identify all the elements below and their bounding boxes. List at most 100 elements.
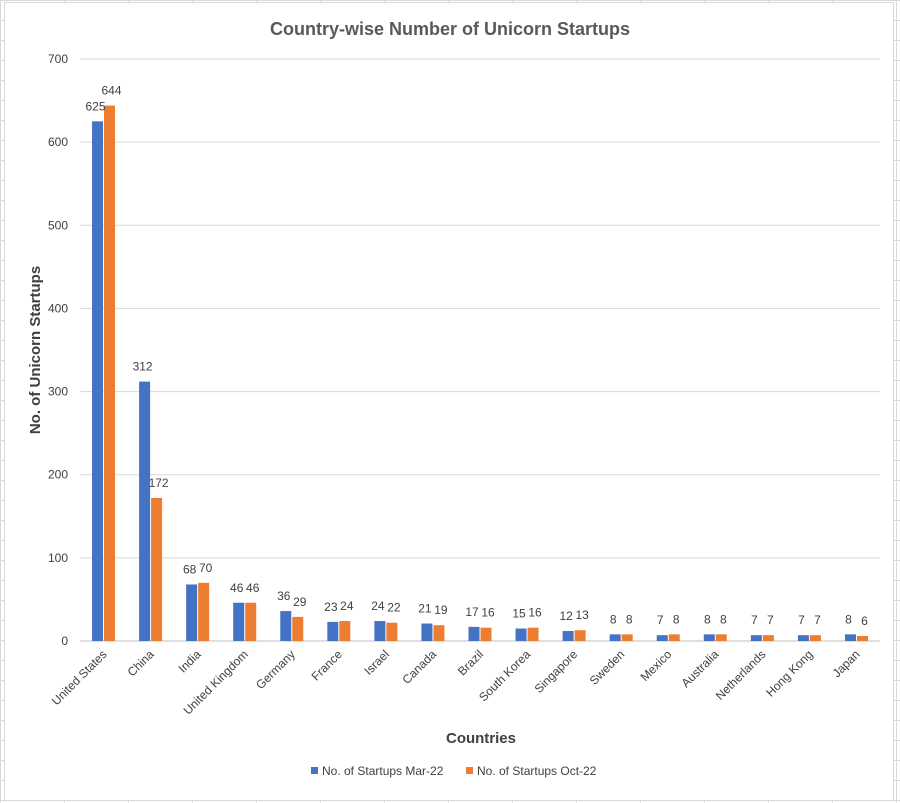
- data-label: 22: [387, 601, 401, 615]
- bars: [92, 105, 868, 642]
- data-label: 13: [575, 608, 589, 622]
- x-tick-label: United States: [49, 647, 110, 708]
- y-tick-label: 200: [48, 468, 68, 482]
- legend-label: No. of Startups Mar-22: [322, 764, 444, 778]
- data-label: 29: [293, 595, 307, 609]
- data-label: 8: [720, 612, 727, 626]
- bar-oct22: [198, 582, 210, 641]
- bar-oct22: [715, 634, 727, 641]
- data-label: 70: [199, 561, 213, 575]
- data-label: 24: [340, 599, 354, 613]
- legend-label: No. of Startups Oct-22: [477, 764, 597, 778]
- data-label: 46: [230, 581, 244, 595]
- y-axis-title: No. of Unicorn Startups: [27, 266, 44, 434]
- bar-oct22: [809, 635, 821, 641]
- data-label: 21: [418, 602, 432, 616]
- bar-oct22: [527, 627, 539, 641]
- bar-mar22: [468, 626, 480, 641]
- data-label: 8: [704, 612, 711, 626]
- gridlines: [80, 58, 880, 642]
- bar-mar22: [750, 635, 762, 641]
- x-tick-label: Germany: [253, 647, 298, 692]
- y-tick-label: 500: [48, 218, 68, 232]
- data-label: 7: [751, 613, 758, 627]
- data-label: 644: [102, 84, 122, 98]
- data-label: 6: [861, 614, 868, 628]
- data-label: 16: [528, 606, 542, 620]
- legend-swatch: [311, 767, 318, 774]
- bar-mar22: [139, 381, 151, 641]
- x-tick-label: Israel: [361, 647, 392, 678]
- data-label: 68: [183, 562, 197, 576]
- x-tick-label: Netherlands: [713, 647, 769, 703]
- legend-swatch: [466, 767, 473, 774]
- bar-oct22: [433, 625, 445, 641]
- x-tick-label: China: [125, 647, 157, 679]
- y-tick-label: 300: [48, 385, 68, 399]
- data-label: 7: [767, 613, 774, 627]
- bar-oct22: [621, 634, 633, 641]
- data-label: 46: [246, 581, 260, 595]
- bar-oct22: [480, 627, 492, 641]
- data-label: 8: [626, 612, 633, 626]
- legend: No. of Startups Mar-22 No. of Startups Oc…: [311, 764, 597, 778]
- y-tick-label: 600: [48, 135, 68, 149]
- bar-oct22: [856, 636, 868, 641]
- y-tick-label: 400: [48, 301, 68, 315]
- bar-mar22: [280, 611, 292, 641]
- y-axis-ticks: 0 100 200 300 400 500 600 700: [48, 52, 68, 648]
- bar-oct22: [668, 634, 680, 641]
- chart-title: Country-wise Number of Unicorn Startups: [270, 19, 630, 39]
- data-label: 17: [465, 605, 479, 619]
- data-label: 16: [481, 606, 495, 620]
- bar-mar22: [233, 602, 245, 641]
- y-tick-label: 700: [48, 52, 68, 66]
- bar-mar22: [844, 634, 856, 641]
- bar-mar22: [609, 634, 621, 641]
- data-label: 7: [798, 613, 805, 627]
- data-label: 7: [657, 613, 664, 627]
- bar-oct22: [762, 635, 774, 641]
- bar-oct22: [104, 105, 116, 641]
- data-label: 19: [434, 603, 448, 617]
- x-tick-label: Australia: [679, 647, 722, 690]
- bar-mar22: [703, 634, 715, 641]
- bar-mar22: [374, 621, 386, 641]
- bar-oct22: [339, 621, 351, 641]
- x-tick-label: Brazil: [455, 647, 486, 678]
- data-label: 7: [814, 613, 821, 627]
- bar-oct22: [292, 616, 304, 641]
- bar-oct22: [151, 497, 163, 641]
- x-tick-label: France: [309, 647, 346, 684]
- data-label: 8: [610, 612, 617, 626]
- data-label: 172: [149, 476, 169, 490]
- data-label: 312: [133, 360, 153, 374]
- data-label: 36: [277, 589, 291, 603]
- data-label: 12: [559, 609, 573, 623]
- bar-oct22: [574, 630, 586, 641]
- bar-mar22: [327, 621, 339, 641]
- data-label: 8: [845, 612, 852, 626]
- x-tick-label: India: [175, 647, 204, 676]
- x-tick-label: Mexico: [638, 647, 675, 684]
- bar-oct22: [386, 622, 398, 641]
- x-tick-label: Sweden: [587, 647, 628, 688]
- x-tick-label: Hong Kong: [763, 647, 815, 699]
- bar-mar22: [92, 121, 104, 642]
- x-tick-label: Canada: [399, 647, 439, 687]
- bar-mar22: [515, 628, 527, 641]
- data-label: 625: [86, 99, 106, 113]
- x-tick-label: South Korea: [476, 647, 533, 704]
- x-axis-title: Countries: [446, 730, 516, 747]
- bar-mar22: [797, 635, 809, 641]
- chart-area[interactable]: [4, 2, 894, 801]
- bar-mar22: [186, 584, 198, 641]
- bar-mar22: [656, 635, 668, 641]
- bar-oct22: [245, 602, 257, 641]
- y-tick-label: 0: [61, 634, 68, 648]
- data-label: 8: [673, 612, 680, 626]
- data-label: 23: [324, 600, 338, 614]
